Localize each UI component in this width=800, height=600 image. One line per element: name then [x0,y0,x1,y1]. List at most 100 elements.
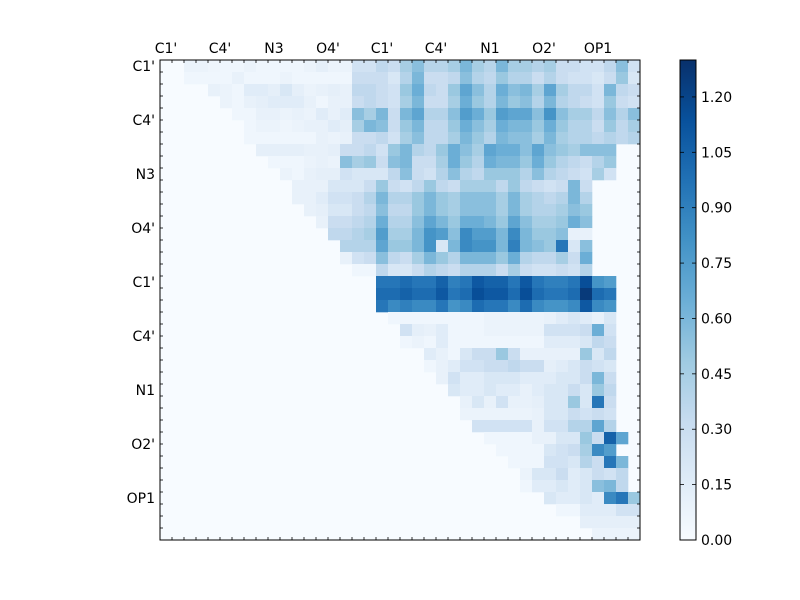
heatmap-cell [556,276,569,289]
heatmap-cell [496,96,509,109]
heatmap-cell [520,228,533,241]
heatmap-cell [508,336,521,349]
heatmap-cell [556,444,569,457]
heatmap-cell [544,444,557,457]
heatmap-cell [592,468,605,481]
heatmap-cell [496,276,509,289]
heatmap-cell [388,204,401,217]
heatmap-cell [556,204,569,217]
heatmap-cell [484,264,497,277]
heatmap-cell [436,276,449,289]
colorbar-tick-label: 0.45 [701,367,732,383]
heatmap-cell [496,192,509,205]
heatmap-cell [484,408,497,421]
heatmap-cell [328,72,341,85]
heatmap-cell [568,312,581,325]
heatmap-cell [268,72,281,85]
heatmap-cell [592,72,605,85]
heatmap-cell [496,168,509,181]
heatmap-cell [364,228,377,241]
heatmap-cell [364,264,377,277]
heatmap-cell [472,384,485,397]
heatmap-cell [520,420,533,433]
heatmap-cell [388,276,401,289]
heatmap-cell [496,120,509,133]
heatmap-cell [208,72,221,85]
heatmap-cell [616,516,629,529]
heatmap-cell [448,312,461,325]
heatmap-cell [484,96,497,109]
heatmap-cell [472,204,485,217]
heatmap-cell [412,60,425,73]
heatmap-cell [568,192,581,205]
heatmap-cell [520,384,533,397]
heatmap-cell [508,180,521,193]
heatmap-cell [496,228,509,241]
heatmap-cell [472,252,485,265]
heatmap-cell [460,288,473,301]
heatmap-cell [592,336,605,349]
heatmap-cell [304,120,317,133]
heatmap-cell [472,72,485,85]
heatmap-cell [580,360,593,373]
heatmap-cell [484,60,497,73]
heatmap-cell [472,300,485,313]
heatmap-cell [568,60,581,73]
heatmap-cell [484,180,497,193]
heatmap-cell [244,120,257,133]
heatmap-cell [628,132,641,145]
heatmap-cell [580,132,593,145]
heatmap-cell [424,228,437,241]
heatmap-cell [544,360,557,373]
heatmap-cell [496,252,509,265]
heatmap-cell [436,192,449,205]
heatmap-cell [364,240,377,253]
heatmap-cell [412,192,425,205]
heatmap-cell [220,60,233,73]
heatmap-cell [544,324,557,337]
heatmap-cell [532,276,545,289]
heatmap-cell [604,156,617,169]
heatmap-cell [544,288,557,301]
heatmap-cell [544,156,557,169]
heatmap-cell [304,204,317,217]
heatmap-cell [544,348,557,361]
heatmap-cell [400,324,413,337]
heatmap-cell [292,156,305,169]
heatmap-cell [412,108,425,121]
heatmap-cell [508,444,521,457]
heatmap-cell [496,408,509,421]
heatmap-cell [616,84,629,97]
heatmap-cell [280,72,293,85]
heatmap-cell [244,60,257,73]
heatmap-cell [616,528,629,541]
heatmap-cell [580,84,593,97]
heatmap-cell [520,156,533,169]
heatmap-cell [544,480,557,493]
heatmap-cell [520,348,533,361]
y-tick-label: O2' [131,437,155,453]
heatmap-cell [328,204,341,217]
heatmap-cell [472,228,485,241]
heatmap-cell [592,60,605,73]
heatmap-cell [424,180,437,193]
heatmap-cell [472,240,485,253]
heatmap-cell [448,288,461,301]
heatmap-cell [280,156,293,169]
heatmap-cell [424,240,437,253]
heatmap-cell [460,228,473,241]
heatmap-cell [556,432,569,445]
heatmap-cell [340,84,353,97]
heatmap-cell [532,384,545,397]
heatmap-cell [412,276,425,289]
heatmap-cell [580,480,593,493]
heatmap-cell [496,180,509,193]
heatmap-cell [520,432,533,445]
heatmap-cell [412,264,425,277]
heatmap-cell [556,240,569,253]
heatmap-cell [460,276,473,289]
heatmap-cell [484,288,497,301]
heatmap-cell [592,288,605,301]
heatmap-cell [304,84,317,97]
heatmap-cell [364,132,377,145]
